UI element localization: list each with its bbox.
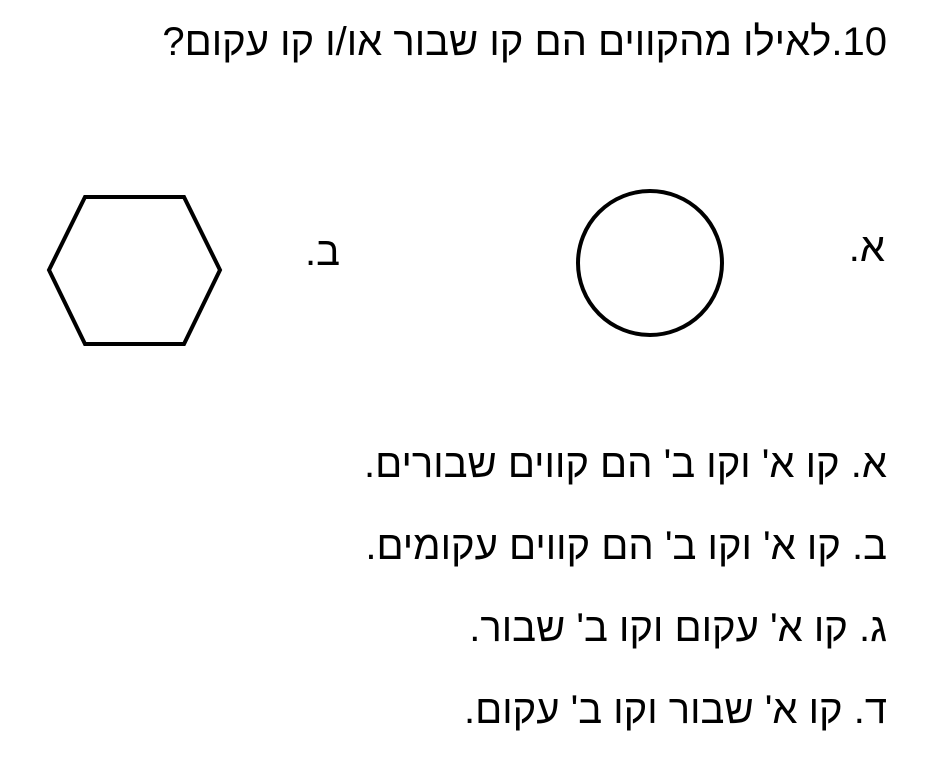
circle-shape (576, 189, 724, 337)
question-title: 10.לאילו מהקווים הם קו שבור או/ו קו עקום… (162, 20, 887, 64)
option-c[interactable]: ג. קו א' עקום וקו ב' שבור. (469, 606, 887, 650)
figure-a-label: א. (848, 226, 885, 270)
circle-outline (576, 189, 724, 337)
option-b[interactable]: ב. קו א' וקו ב' הם קווים עקומים. (365, 524, 887, 568)
figure-b-label: ב. (304, 230, 340, 274)
option-d[interactable]: ד. קו א' שבור וקו ב' עקום. (463, 688, 887, 732)
answer-options: א. קו א' וקו ב' הם קווים שבורים. ב. קו א… (364, 440, 887, 768)
option-a[interactable]: א. קו א' וקו ב' הם קווים שבורים. (364, 442, 887, 486)
hexagon-shape (46, 195, 223, 346)
hexagon-outline (46, 195, 223, 346)
